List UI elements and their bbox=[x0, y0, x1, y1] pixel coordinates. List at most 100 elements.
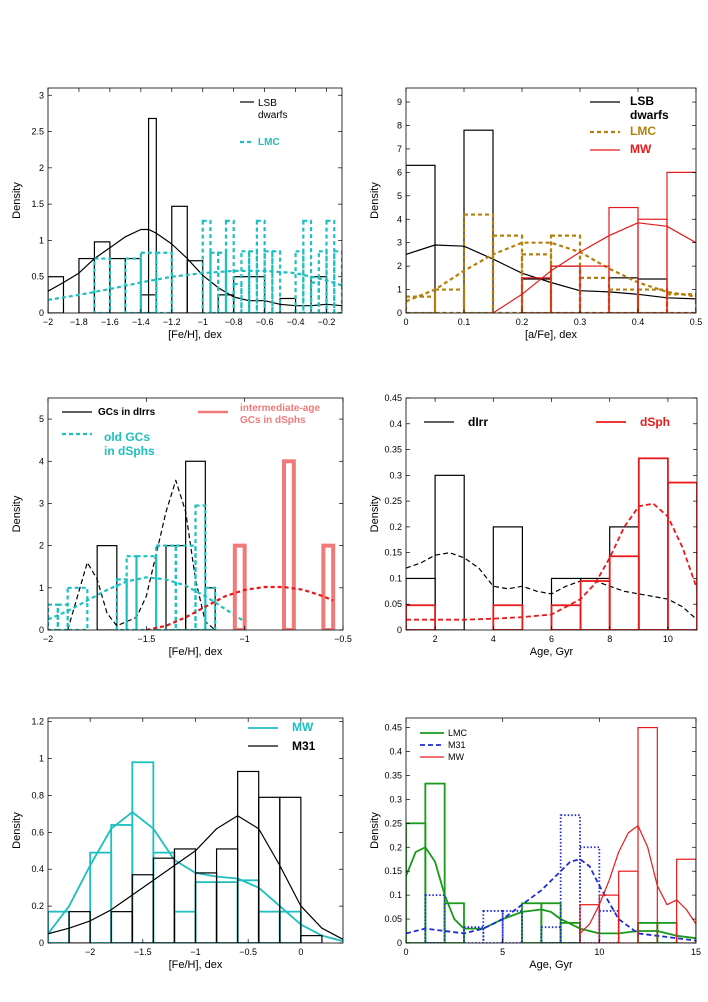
hist-bar bbox=[204, 587, 216, 630]
hist-bar bbox=[110, 824, 134, 943]
axes-frame bbox=[47, 397, 344, 631]
hist-bar bbox=[294, 250, 305, 313]
hist-bar bbox=[215, 881, 239, 943]
series-mw bbox=[579, 726, 696, 943]
x-tick-label: 15 bbox=[691, 947, 701, 957]
legend: dIrr dSph bbox=[424, 415, 670, 429]
y-tick-label: 3 bbox=[397, 238, 402, 248]
legend-label: M31 bbox=[448, 740, 466, 750]
y-tick-label: 1 bbox=[39, 583, 44, 593]
y-tick-label: 0.1 bbox=[389, 573, 402, 583]
hist-bar bbox=[676, 858, 696, 943]
legend-label: dwarfs bbox=[258, 110, 287, 121]
hist-bar bbox=[637, 457, 669, 630]
y-tick-label: 0.4 bbox=[389, 419, 402, 429]
hist-bar bbox=[78, 257, 96, 313]
hist-bar bbox=[240, 250, 251, 313]
legend-label: MW bbox=[630, 142, 652, 156]
y-tick-label: 0.35 bbox=[384, 445, 402, 455]
hist-bar bbox=[309, 281, 320, 313]
x-tick-label: 0.2 bbox=[516, 317, 529, 327]
hist-bar bbox=[325, 219, 336, 313]
hist-bar bbox=[608, 206, 639, 313]
hist-bar bbox=[152, 857, 176, 943]
density-curve bbox=[48, 576, 246, 623]
hist-bar bbox=[279, 796, 302, 943]
hist-bar bbox=[406, 604, 437, 630]
y-tick-label: 2 bbox=[39, 163, 44, 173]
y-tick-label: 0.6 bbox=[31, 827, 44, 837]
x-tick-label: −1 bbox=[190, 947, 200, 957]
y-tick-label: 0.2 bbox=[389, 522, 402, 532]
legend-label: LSB bbox=[630, 94, 654, 108]
hist-bar bbox=[434, 474, 465, 630]
y-tick-label: 1 bbox=[39, 235, 44, 245]
y-tick-label: 0.4 bbox=[389, 747, 402, 757]
hist-bar bbox=[131, 874, 154, 943]
chart-panel-6: 0 5 10 15 0 0.05 0.1 0.15 0.2 0.25 0.3 0.35 0.4 0.45 A… bbox=[369, 717, 701, 971]
legend-label: MW bbox=[448, 752, 464, 762]
hist-bar bbox=[317, 250, 328, 313]
x-tick-label: −2 bbox=[43, 634, 53, 644]
legend-label: GCs in dSphs bbox=[240, 415, 306, 426]
density-curve bbox=[48, 815, 343, 940]
hist-bar bbox=[667, 481, 697, 630]
plot-area bbox=[406, 129, 696, 313]
hist-bar bbox=[215, 848, 239, 943]
hist-bar bbox=[66, 586, 89, 630]
hist-bar bbox=[406, 822, 427, 943]
x-axis-label: [a/Fe], dex bbox=[525, 329, 577, 341]
density-curve bbox=[579, 825, 696, 934]
legend-label: LMC bbox=[258, 137, 280, 148]
hist-bar bbox=[302, 219, 313, 313]
y-tick-label: 2.5 bbox=[31, 127, 44, 137]
series-m31 bbox=[406, 814, 696, 943]
y-axis-label: Density bbox=[11, 495, 23, 532]
hist-bar bbox=[540, 926, 562, 943]
y-tick-label: 5 bbox=[397, 191, 402, 201]
legend-label: dSph bbox=[640, 415, 670, 429]
y-tick-label: 1 bbox=[39, 754, 44, 764]
y-tick-label: 0 bbox=[397, 625, 402, 635]
legend: MW M31 bbox=[248, 720, 316, 753]
x-tick-label: −1.8 bbox=[70, 317, 88, 327]
hist-bar bbox=[578, 276, 611, 313]
legend-label: old GCs bbox=[104, 430, 150, 444]
y-axis-label: Density bbox=[369, 182, 381, 219]
hist-bar bbox=[271, 250, 282, 313]
hist-bar bbox=[194, 881, 218, 943]
series-lmc bbox=[406, 782, 696, 943]
hist-bar bbox=[549, 234, 582, 313]
x-tick-label: 10 bbox=[594, 947, 604, 957]
x-tick-label: −0.6 bbox=[256, 317, 274, 327]
hist-bar bbox=[258, 796, 281, 943]
x-tick-label: −0.5 bbox=[334, 634, 352, 644]
hist-bar bbox=[482, 910, 504, 943]
x-tick-label: −0.2 bbox=[318, 317, 336, 327]
y-tick-label: 5 bbox=[39, 414, 44, 424]
hist-bar bbox=[433, 288, 466, 313]
x-tick-label: 0 bbox=[403, 317, 408, 327]
series-intermediate-age-gcs-in-dsphs bbox=[146, 459, 336, 630]
y-tick-label: 0.45 bbox=[384, 723, 402, 733]
hist-bar bbox=[579, 577, 611, 630]
hist-bar bbox=[406, 577, 436, 630]
y-tick-label: 0.15 bbox=[384, 866, 402, 876]
density-curve bbox=[48, 269, 342, 301]
y-tick-label: 0.3 bbox=[389, 794, 402, 804]
y-tick-label: 0.2 bbox=[389, 842, 402, 852]
hist-bar bbox=[48, 603, 59, 630]
x-axis-label: Age, Gyr bbox=[529, 959, 573, 971]
y-tick-label: 1 bbox=[397, 285, 402, 295]
hist-bar bbox=[224, 219, 235, 313]
axes-frame bbox=[47, 87, 343, 314]
hist-bar bbox=[609, 526, 640, 630]
plot-area bbox=[406, 726, 696, 943]
legend: LMC M31 MW bbox=[420, 728, 468, 762]
series-m31 bbox=[48, 770, 343, 943]
x-tick-label: −0.8 bbox=[225, 317, 243, 327]
hist-bar bbox=[135, 555, 158, 630]
x-tick-label: −2 bbox=[43, 317, 53, 327]
